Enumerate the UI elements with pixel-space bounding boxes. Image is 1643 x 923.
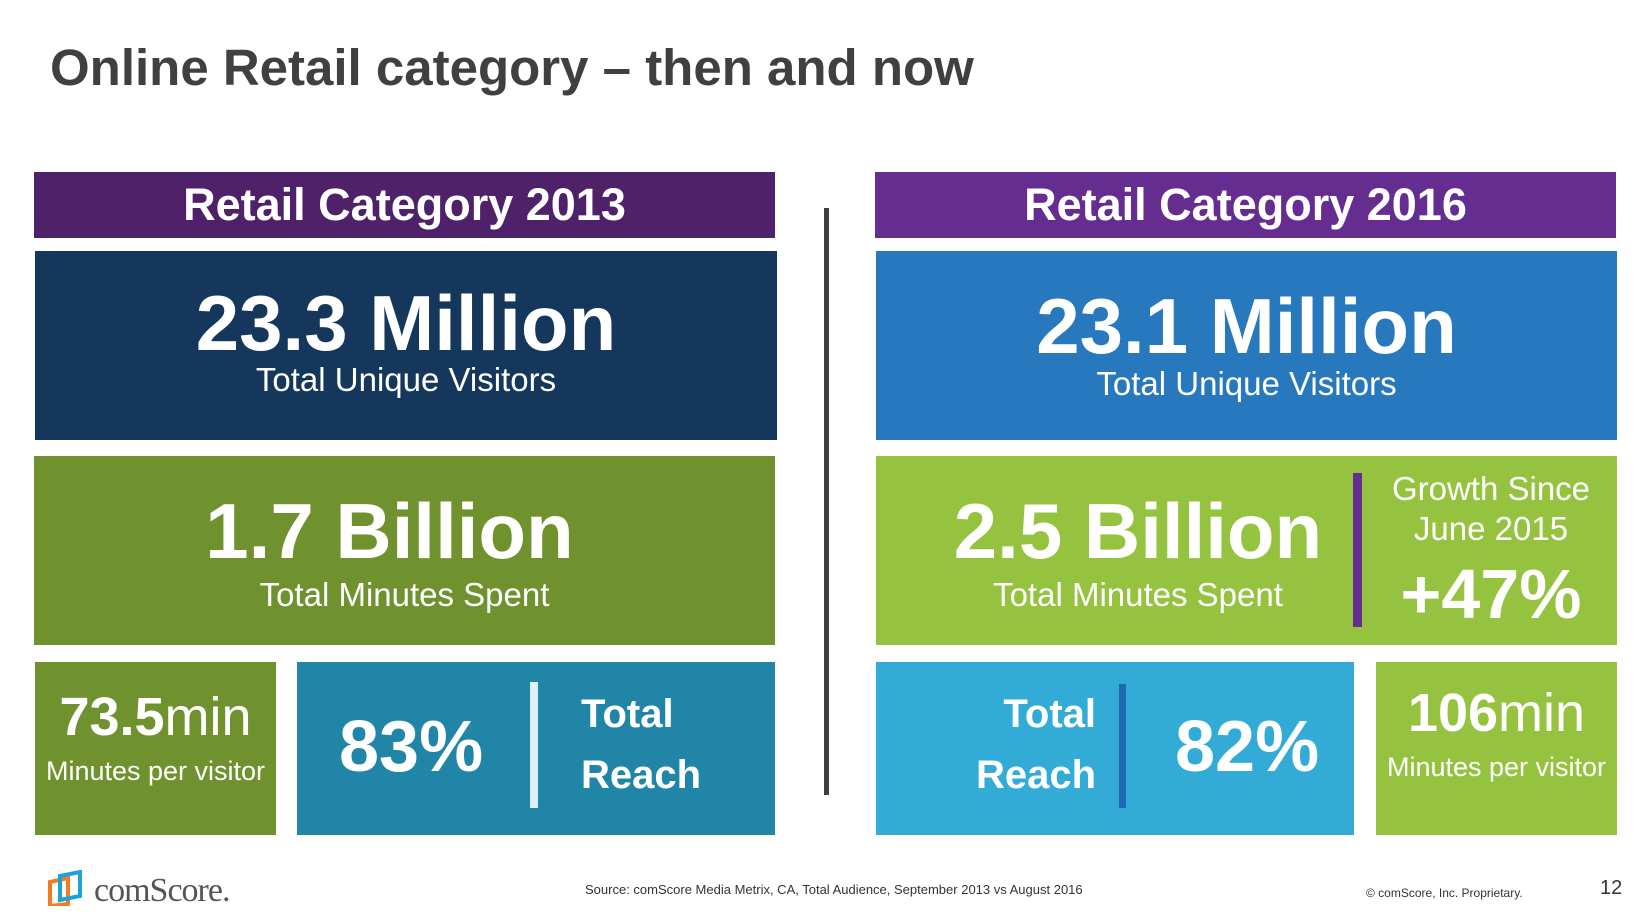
minutes-value: 1.7 Billion bbox=[205, 487, 574, 575]
page-title: Online Retail category – then and now bbox=[50, 39, 974, 96]
per-visitor-number: 73.5 bbox=[59, 687, 165, 747]
growth-label-line2: June 2015 bbox=[1413, 510, 1569, 547]
reach-value: 83% bbox=[339, 707, 484, 787]
header-2013: Retail Category 2013 bbox=[34, 172, 775, 238]
visitors-card-2016: 23.1 Million Total Unique Visitors bbox=[876, 251, 1617, 440]
visitors-value: 23.1 Million bbox=[1036, 282, 1457, 370]
header-2016: Retail Category 2016 bbox=[875, 172, 1616, 238]
minutes-label: Total Minutes Spent bbox=[993, 576, 1283, 613]
per-visitor-label: Minutes per visitor bbox=[1386, 752, 1607, 782]
visitors-label: Total Unique Visitors bbox=[255, 361, 557, 398]
copyright: © comScore, Inc. Proprietary. bbox=[1366, 886, 1523, 900]
growth-value: +47% bbox=[1400, 555, 1582, 633]
source-note: Source: comScore Media Metrix, CA, Total… bbox=[585, 882, 1083, 897]
reach-card-2013: 83% Total Reach bbox=[297, 662, 775, 835]
per-visitor-unit: min bbox=[1498, 683, 1586, 743]
per-visitor-label: Minutes per visitor bbox=[45, 756, 266, 786]
page-number: 12 bbox=[1600, 877, 1623, 899]
minutes-label: Total Minutes Spent bbox=[259, 576, 550, 613]
visitors-card-2013: 23.3 Million Total Unique Visitors bbox=[35, 251, 777, 440]
growth-divider bbox=[1353, 473, 1362, 627]
comscore-logo-icon bbox=[48, 869, 82, 909]
comscore-logo: comScore. bbox=[46, 869, 230, 911]
minutes-card-2016: 2.5 Billion Total Minutes Spent Growth S… bbox=[876, 456, 1617, 645]
per-visitor-number: 106 bbox=[1407, 683, 1499, 743]
visitors-value: 23.3 Million bbox=[195, 279, 617, 367]
reach-label-line2: Reach bbox=[975, 753, 1096, 797]
reach-label-line1: Total bbox=[1003, 692, 1096, 736]
minutes-value: 2.5 Billion bbox=[953, 487, 1323, 575]
reach-divider bbox=[1119, 684, 1126, 808]
reach-label-line2: Reach bbox=[581, 753, 702, 797]
comscore-logo-text: comScore. bbox=[94, 872, 230, 909]
growth-label-line1: Growth Since bbox=[1391, 470, 1591, 507]
center-divider bbox=[824, 208, 829, 795]
visitors-label: Total Unique Visitors bbox=[1096, 365, 1397, 402]
reach-label-line1: Total bbox=[581, 692, 674, 736]
reach-divider bbox=[530, 682, 538, 808]
reach-card-2016: Total Reach 82% bbox=[876, 662, 1354, 835]
per-visitor-unit: min bbox=[164, 687, 252, 747]
minutes-card-2013: 1.7 Billion Total Minutes Spent bbox=[34, 456, 775, 645]
reach-value: 82% bbox=[1175, 707, 1320, 787]
per-visitor-card-2013: 73.5min Minutes per visitor bbox=[35, 662, 276, 835]
per-visitor-card-2016: 106min Minutes per visitor bbox=[1376, 662, 1617, 835]
